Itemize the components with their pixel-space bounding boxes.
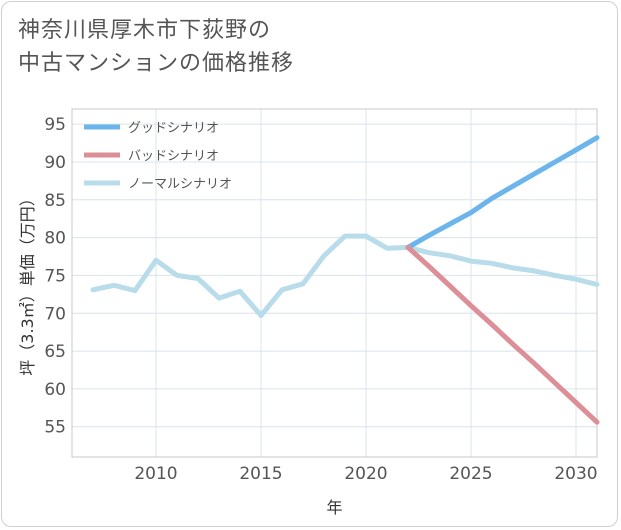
- series-line-1: [405, 244, 600, 425]
- y-axis-title: 坪（3.3㎡）単価（万円）: [18, 190, 37, 375]
- y-tick-label: 65: [44, 342, 66, 362]
- grid-lines: [72, 109, 597, 457]
- y-tick-label: 80: [44, 229, 66, 249]
- y-axis-ticks: 55 60 65 70 75 80 85 90 95: [44, 115, 66, 438]
- x-tick-label: 2025: [449, 464, 492, 484]
- x-axis-title: 年: [326, 498, 342, 517]
- legend-label-1: バッドシナリオ: [128, 149, 219, 164]
- chart-title-line2: 中古マンションの価格推移: [18, 51, 295, 76]
- legend-label-0: グッドシナリオ: [128, 121, 219, 136]
- chart-title: 神奈川県厚木市下荻野の 中古マンションの価格推移: [18, 14, 294, 80]
- y-tick-label: 75: [44, 266, 66, 286]
- y-tick-label: 70: [44, 304, 66, 324]
- chart-title-line1: 神奈川県厚木市下荻野の: [18, 18, 272, 43]
- x-tick-label: 2030: [554, 464, 597, 484]
- series-line-0: [405, 135, 600, 250]
- x-axis-ticks: 2010 2015 2020 2025 2030: [134, 464, 597, 484]
- y-tick-label: 55: [44, 418, 66, 438]
- y-tick-label: 95: [44, 115, 66, 135]
- x-tick-label: 2020: [344, 464, 387, 484]
- y-tick-label: 90: [44, 153, 66, 173]
- y-tick-label: 85: [44, 191, 66, 211]
- x-tick-label: 2010: [134, 464, 177, 484]
- series-line-2: [90, 233, 600, 318]
- y-tick-label: 60: [44, 380, 66, 400]
- legend-label-2: ノーマルシナリオ: [128, 177, 232, 192]
- series-lines: [90, 135, 600, 425]
- x-tick-label: 2015: [239, 464, 282, 484]
